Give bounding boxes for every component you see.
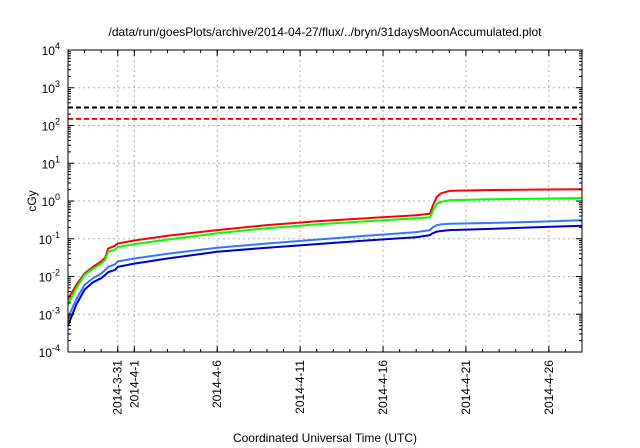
data-series — [67, 188, 583, 326]
x-tick-label: 2014-4-6 — [210, 360, 224, 408]
x-tick-label: 2014-4-16 — [376, 360, 390, 415]
x-tick-label: 2014-3-31 — [111, 360, 125, 415]
x-axis-label: Coordinated Universal Time (UTC) — [233, 431, 417, 445]
y-tick-label: 104 — [42, 41, 60, 58]
y-tick-label: 103 — [42, 79, 60, 96]
series-line — [67, 188, 583, 300]
x-tick-label: 2014-4-26 — [542, 360, 556, 415]
y-axis-ticks: 10-4 10-3 10-2 10-1 100 101 102 103 104 — [39, 41, 582, 360]
y-axis-label: cGy — [25, 190, 39, 211]
x-tick-label: 2014-4-11 — [293, 360, 307, 414]
x-tick-label: 2014-4-1 — [127, 360, 141, 408]
y-tick-label: 10-4 — [39, 343, 60, 360]
x-axis-ticks: 2014-3-31 2014-4-1 2014-4-6 2014-4-11 2014-4… — [67, 50, 583, 415]
y-tick-label: 101 — [42, 154, 60, 171]
chart-title: /data/run/goesPlots/archive/2014-04-27/f… — [109, 25, 543, 39]
reference-lines — [68, 106, 582, 120]
series-line — [67, 224, 583, 326]
x-tick-label: 2014-4-21 — [459, 360, 473, 415]
y-tick-label: 102 — [42, 117, 60, 134]
y-tick-label: 10-1 — [39, 230, 60, 247]
series-line — [67, 197, 583, 306]
y-tick-label: 10-2 — [39, 268, 60, 285]
y-tick-label: 10-3 — [39, 305, 60, 322]
series-line — [67, 219, 583, 319]
y-tick-label: 100 — [42, 192, 60, 209]
